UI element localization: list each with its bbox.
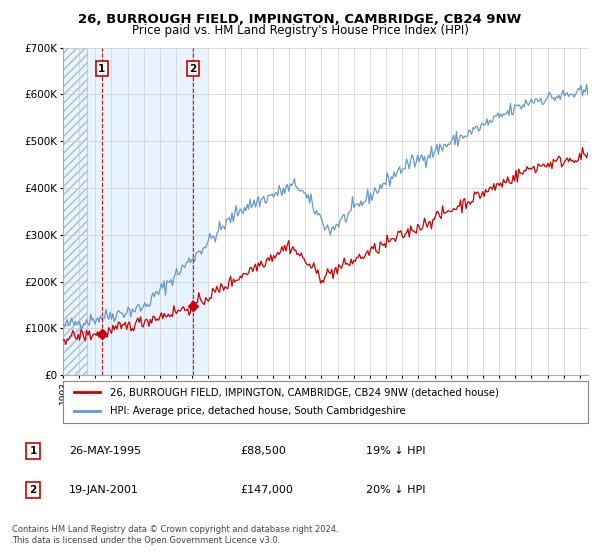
- Text: 1: 1: [98, 64, 106, 74]
- Bar: [63, 48, 87, 375]
- Text: 20% ↓ HPI: 20% ↓ HPI: [366, 485, 425, 495]
- Text: 26, BURROUGH FIELD, IMPINGTON, CAMBRIDGE, CB24 9NW (detached house): 26, BURROUGH FIELD, IMPINGTON, CAMBRIDGE…: [110, 387, 499, 397]
- Text: 26, BURROUGH FIELD, IMPINGTON, CAMBRIDGE, CB24 9NW: 26, BURROUGH FIELD, IMPINGTON, CAMBRIDGE…: [79, 13, 521, 26]
- Text: £147,000: £147,000: [240, 485, 293, 495]
- Text: 2: 2: [29, 485, 37, 495]
- Bar: [87, 48, 208, 375]
- Text: 19% ↓ HPI: 19% ↓ HPI: [366, 446, 425, 456]
- Text: HPI: Average price, detached house, South Cambridgeshire: HPI: Average price, detached house, Sout…: [110, 407, 406, 417]
- Bar: [63, 48, 87, 375]
- Text: 26-MAY-1995: 26-MAY-1995: [69, 446, 141, 456]
- Text: 1: 1: [29, 446, 37, 456]
- Text: 19-JAN-2001: 19-JAN-2001: [69, 485, 139, 495]
- Text: £88,500: £88,500: [240, 446, 286, 456]
- Text: 2: 2: [190, 64, 197, 74]
- Text: Price paid vs. HM Land Registry's House Price Index (HPI): Price paid vs. HM Land Registry's House …: [131, 24, 469, 38]
- Text: Contains HM Land Registry data © Crown copyright and database right 2024.
This d: Contains HM Land Registry data © Crown c…: [12, 525, 338, 545]
